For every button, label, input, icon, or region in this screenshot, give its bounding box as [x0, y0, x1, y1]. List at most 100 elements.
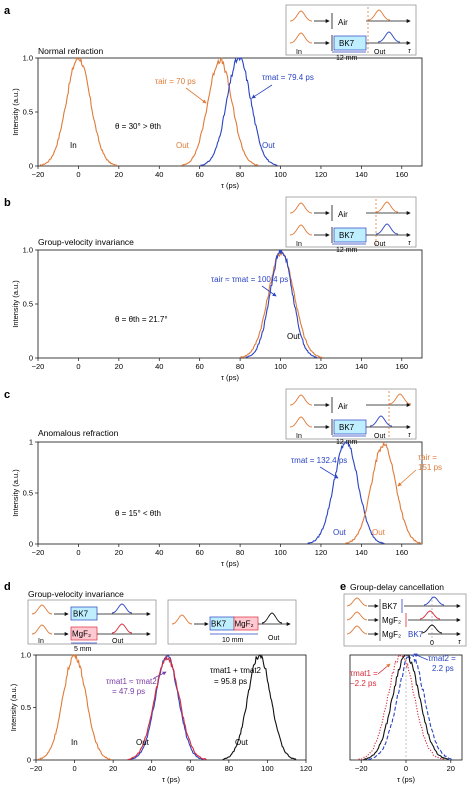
out-mat-label-a: Out	[262, 141, 276, 150]
annotations-b: Out τair ≈ τmat = 100.4 ps θ = θth = 21.…	[115, 275, 301, 341]
pulse-icon	[346, 597, 368, 607]
out-air-label-c: Out	[372, 528, 386, 537]
x-tick-label: 40	[148, 764, 156, 773]
tau-mat2-e-1: τmat2 =	[428, 654, 456, 663]
x-tick-label: 80	[236, 362, 244, 371]
inset-b: Air BK7 In 12 mm Out τ	[285, 196, 417, 254]
pulse-icon	[289, 202, 313, 214]
tau-air-arrow-c	[397, 469, 417, 487]
inset-in-label: In	[38, 638, 44, 645]
angle-c: θ = 15° < θth	[115, 509, 161, 518]
mgf2-slab	[233, 616, 259, 631]
x-tick-label: −20	[30, 764, 43, 773]
x-tick-label: 20	[115, 362, 123, 371]
pulse-icon	[171, 614, 193, 625]
annotations-c: Out Out τmat = 132.4 ps τair = 151 ps θ …	[115, 453, 442, 537]
x-tick-label: 0	[72, 764, 76, 773]
x-tick-label: 40	[155, 362, 163, 371]
inset-tau-label: τ	[408, 240, 411, 247]
inset-a: Air BK7 In 12 mm Out τ	[285, 4, 417, 62]
series-line	[345, 441, 423, 545]
y-tick-label: 0	[27, 756, 31, 765]
x-tick-label: 60	[196, 170, 204, 179]
y-tick-label: 0	[29, 354, 33, 363]
y-tick-label: 0.5	[23, 489, 33, 498]
series-line	[37, 653, 112, 761]
tau-mat1-arrow-e	[377, 663, 391, 675]
tau-eq-d-1: τmat1 ≈ τmat2	[106, 677, 157, 686]
inset-bk7-label: BK7	[339, 423, 355, 432]
inset-out-label: Out	[374, 433, 385, 440]
pulse-icon	[289, 10, 313, 22]
x-tick-label: 80	[236, 548, 244, 557]
x-axis-label: τ (ps)	[162, 775, 180, 784]
title-b: Group-velocity invariance	[38, 237, 134, 247]
series-line	[368, 653, 454, 761]
inset-d-right: BK7 MgF₂ 10 mm Out	[167, 599, 297, 645]
angle-a: θ = 30° > θth	[115, 122, 161, 131]
inset-bk7-label: BK7	[382, 602, 398, 611]
x-axis-label: τ (ps)	[397, 775, 415, 784]
tau-mat-arrow-a	[251, 84, 273, 99]
series-line	[245, 249, 318, 359]
y-tick-label: 1.0	[23, 54, 33, 63]
tau-mat1-e-2: −2.2 ps	[350, 679, 376, 688]
panel-label-a: a	[4, 5, 11, 17]
inset-in-label: In	[296, 49, 302, 56]
inset-length-label: 10 mm	[222, 637, 244, 644]
tau-air-c-2: 151 ps	[418, 463, 442, 472]
panel-label-e: e	[340, 581, 346, 593]
mgf2-slab	[70, 626, 98, 641]
annotations-a: In Out Out τair = 70 ps τmat = 79.4 ps θ…	[70, 73, 314, 150]
x-tick-label: −20	[32, 548, 45, 557]
tau-air-a: τair = 70 ps	[155, 77, 196, 86]
tau-eq-arrow-d	[153, 671, 167, 679]
pulse-icon	[346, 625, 368, 635]
out2-label-d: Out	[235, 738, 249, 747]
x-tick-label: 140	[355, 548, 368, 557]
x-tick-label: 20	[115, 548, 123, 557]
x-tick-label: 20	[115, 170, 123, 179]
tau-mat2-e-2: 2.2 ps	[432, 664, 454, 673]
panel-label-b: b	[4, 197, 11, 209]
x-tick-label: −20	[32, 362, 45, 371]
y-tick-label: 1.0	[23, 246, 33, 255]
inset-bk7-label: BK7	[211, 620, 227, 629]
pulse-icon	[289, 32, 313, 44]
tau-sum-d-2: = 95.8 ps	[214, 677, 247, 686]
inset-length-label: 12 mm	[336, 439, 358, 446]
series-line	[181, 57, 259, 167]
x-tick-label: 160	[396, 548, 409, 557]
y-tick-label: 0.5	[23, 108, 33, 117]
pulse-icon	[346, 611, 368, 621]
out-mat-label-c: Out	[333, 528, 347, 537]
tau-air-arrow-a	[185, 87, 207, 104]
tau-eq-d-2: = 47.9 ps	[112, 687, 145, 696]
y-axis-label: Intensity (a.u.)	[11, 280, 20, 328]
x-tick-label: 60	[196, 362, 204, 371]
y-axis-label: Intensity (a.u.)	[11, 469, 20, 517]
bk7-slab	[70, 606, 98, 621]
tau-sum-d-1: τmat1 + τmat2	[210, 666, 262, 675]
x-tick-label: 100	[261, 764, 274, 773]
inset-mgf2-label: MgF₂	[382, 616, 401, 625]
panel-label-d: d	[4, 581, 11, 593]
y-axis-label: Intensity (a.u.)	[11, 88, 20, 136]
x-tick-label: −20	[355, 764, 368, 773]
tau-eq-b: τair ≈ τmat = 100.4 ps	[211, 275, 288, 284]
tau-mat-arrow-c	[319, 466, 339, 479]
x-tick-label: 60	[186, 764, 194, 773]
inset-bk7-label: BK7	[339, 231, 355, 240]
x-tick-label: 80	[236, 170, 244, 179]
inset-mgf2-label: MgF₂	[72, 630, 91, 639]
inset-air-label: Air	[338, 18, 348, 27]
x-axis-label: τ (ps)	[221, 559, 239, 568]
chart-e: −20 0 20 τ (ps)	[349, 653, 463, 784]
series-line	[39, 56, 118, 167]
title-e: Group-delay cancellation	[350, 582, 444, 592]
inset-out-label: Out	[374, 241, 385, 248]
series-line	[222, 654, 297, 761]
